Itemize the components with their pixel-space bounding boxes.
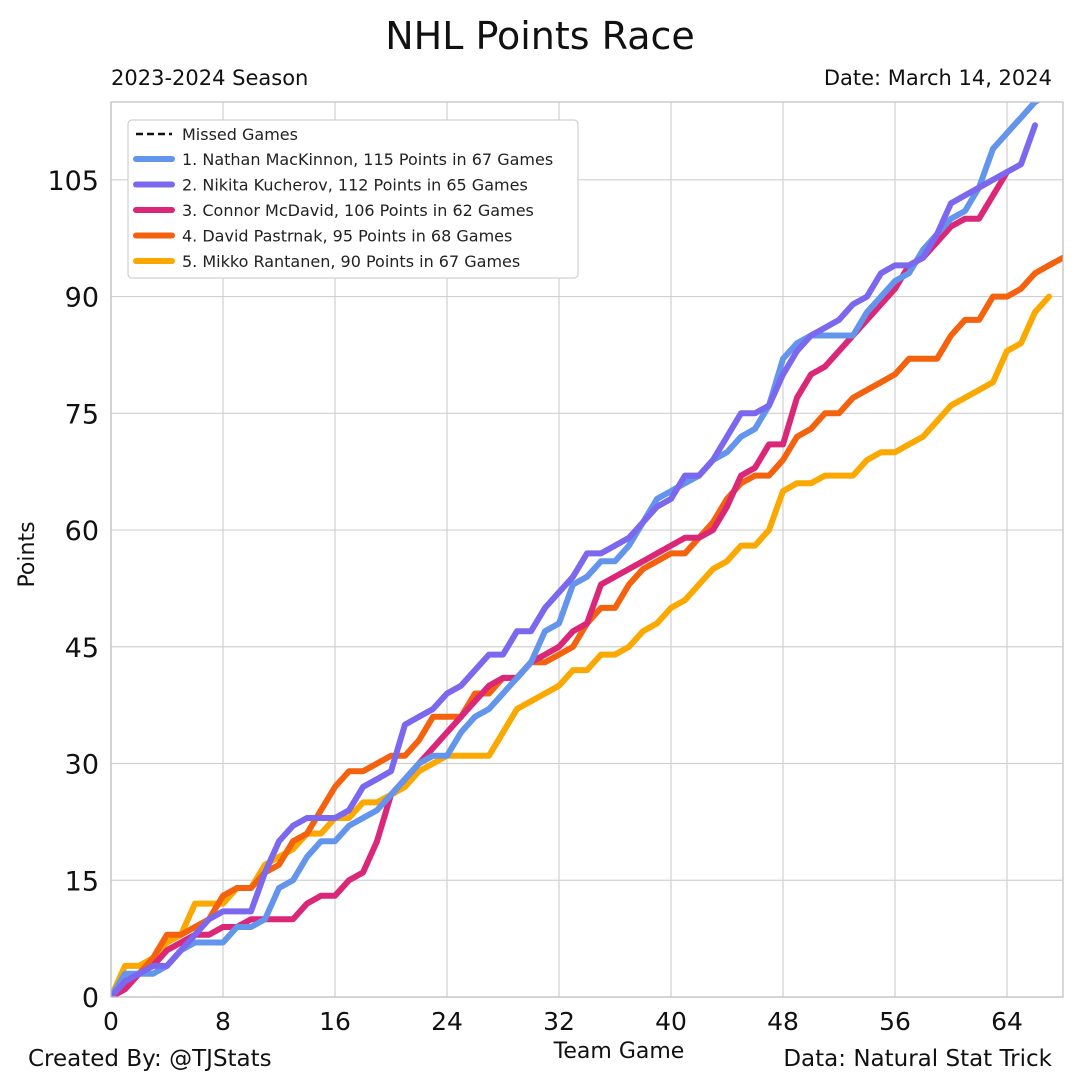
y-tick-labels: 0 15 30 45 60 75 90 105: [47, 166, 99, 1014]
plot-frame: [110, 101, 1064, 998]
y-tick-label: 75: [65, 399, 99, 430]
x-tick-label: 56: [879, 1007, 911, 1036]
date-label: Date: March 14, 2024: [823, 66, 1052, 90]
legend-label-5: 5. Mikko Rantanen, 90 Points in 67 Games: [182, 252, 520, 271]
x-tick-label: 24: [431, 1007, 463, 1036]
legend-label-1: 1. Nathan MacKinnon, 115 Points in 67 Ga…: [182, 150, 553, 169]
x-tick-label: 0: [103, 1007, 119, 1036]
series-line-1: [111, 102, 1042, 997]
y-tick-label: 15: [65, 866, 99, 897]
series-lines: [111, 102, 1063, 997]
y-tick-label: 30: [65, 750, 99, 781]
x-tick-label: 16: [319, 1007, 351, 1036]
y-tick-label: 90: [65, 283, 99, 314]
y-tick-label: 105: [47, 166, 99, 197]
legend-label-missed-games: Missed Games: [182, 125, 298, 144]
x-axis-label: Team Game: [553, 1039, 685, 1064]
x-tick-label: 32: [543, 1007, 575, 1036]
chart-title: NHL Points Race: [385, 14, 695, 58]
legend-label-3: 3. Connor McDavid, 106 Points in 62 Game…: [182, 201, 534, 220]
series-line-4: [111, 254, 1063, 997]
x-tick-label: 40: [655, 1007, 687, 1036]
legend-label-2: 2. Nikita Kucherov, 112 Points in 65 Gam…: [182, 176, 528, 195]
credit-label: Created By: @TJStats: [28, 1046, 272, 1072]
series-line-2: [111, 122, 1038, 997]
y-tick-label: 45: [65, 633, 99, 664]
x-tick-label: 8: [215, 1007, 231, 1036]
legend-label-4: 4. David Pastrnak, 95 Points in 68 Games: [182, 227, 512, 246]
x-tick-labels: 0 8 16 24 32 40 48 56 64: [103, 1007, 1023, 1036]
legend: Missed Games 1. Nathan MacKinnon, 115 Poi…: [127, 119, 579, 279]
x-tick-label: 64: [991, 1007, 1023, 1036]
legend-box: [127, 119, 579, 279]
source-label: Data: Natural Stat Trick: [783, 1046, 1052, 1072]
y-axis-label: Points: [15, 521, 40, 587]
y-tick-label: 60: [65, 516, 99, 547]
y-tick-label: 0: [82, 983, 99, 1014]
season-subtitle: 2023-2024 Season: [111, 66, 309, 90]
x-tick-label: 48: [767, 1007, 799, 1036]
